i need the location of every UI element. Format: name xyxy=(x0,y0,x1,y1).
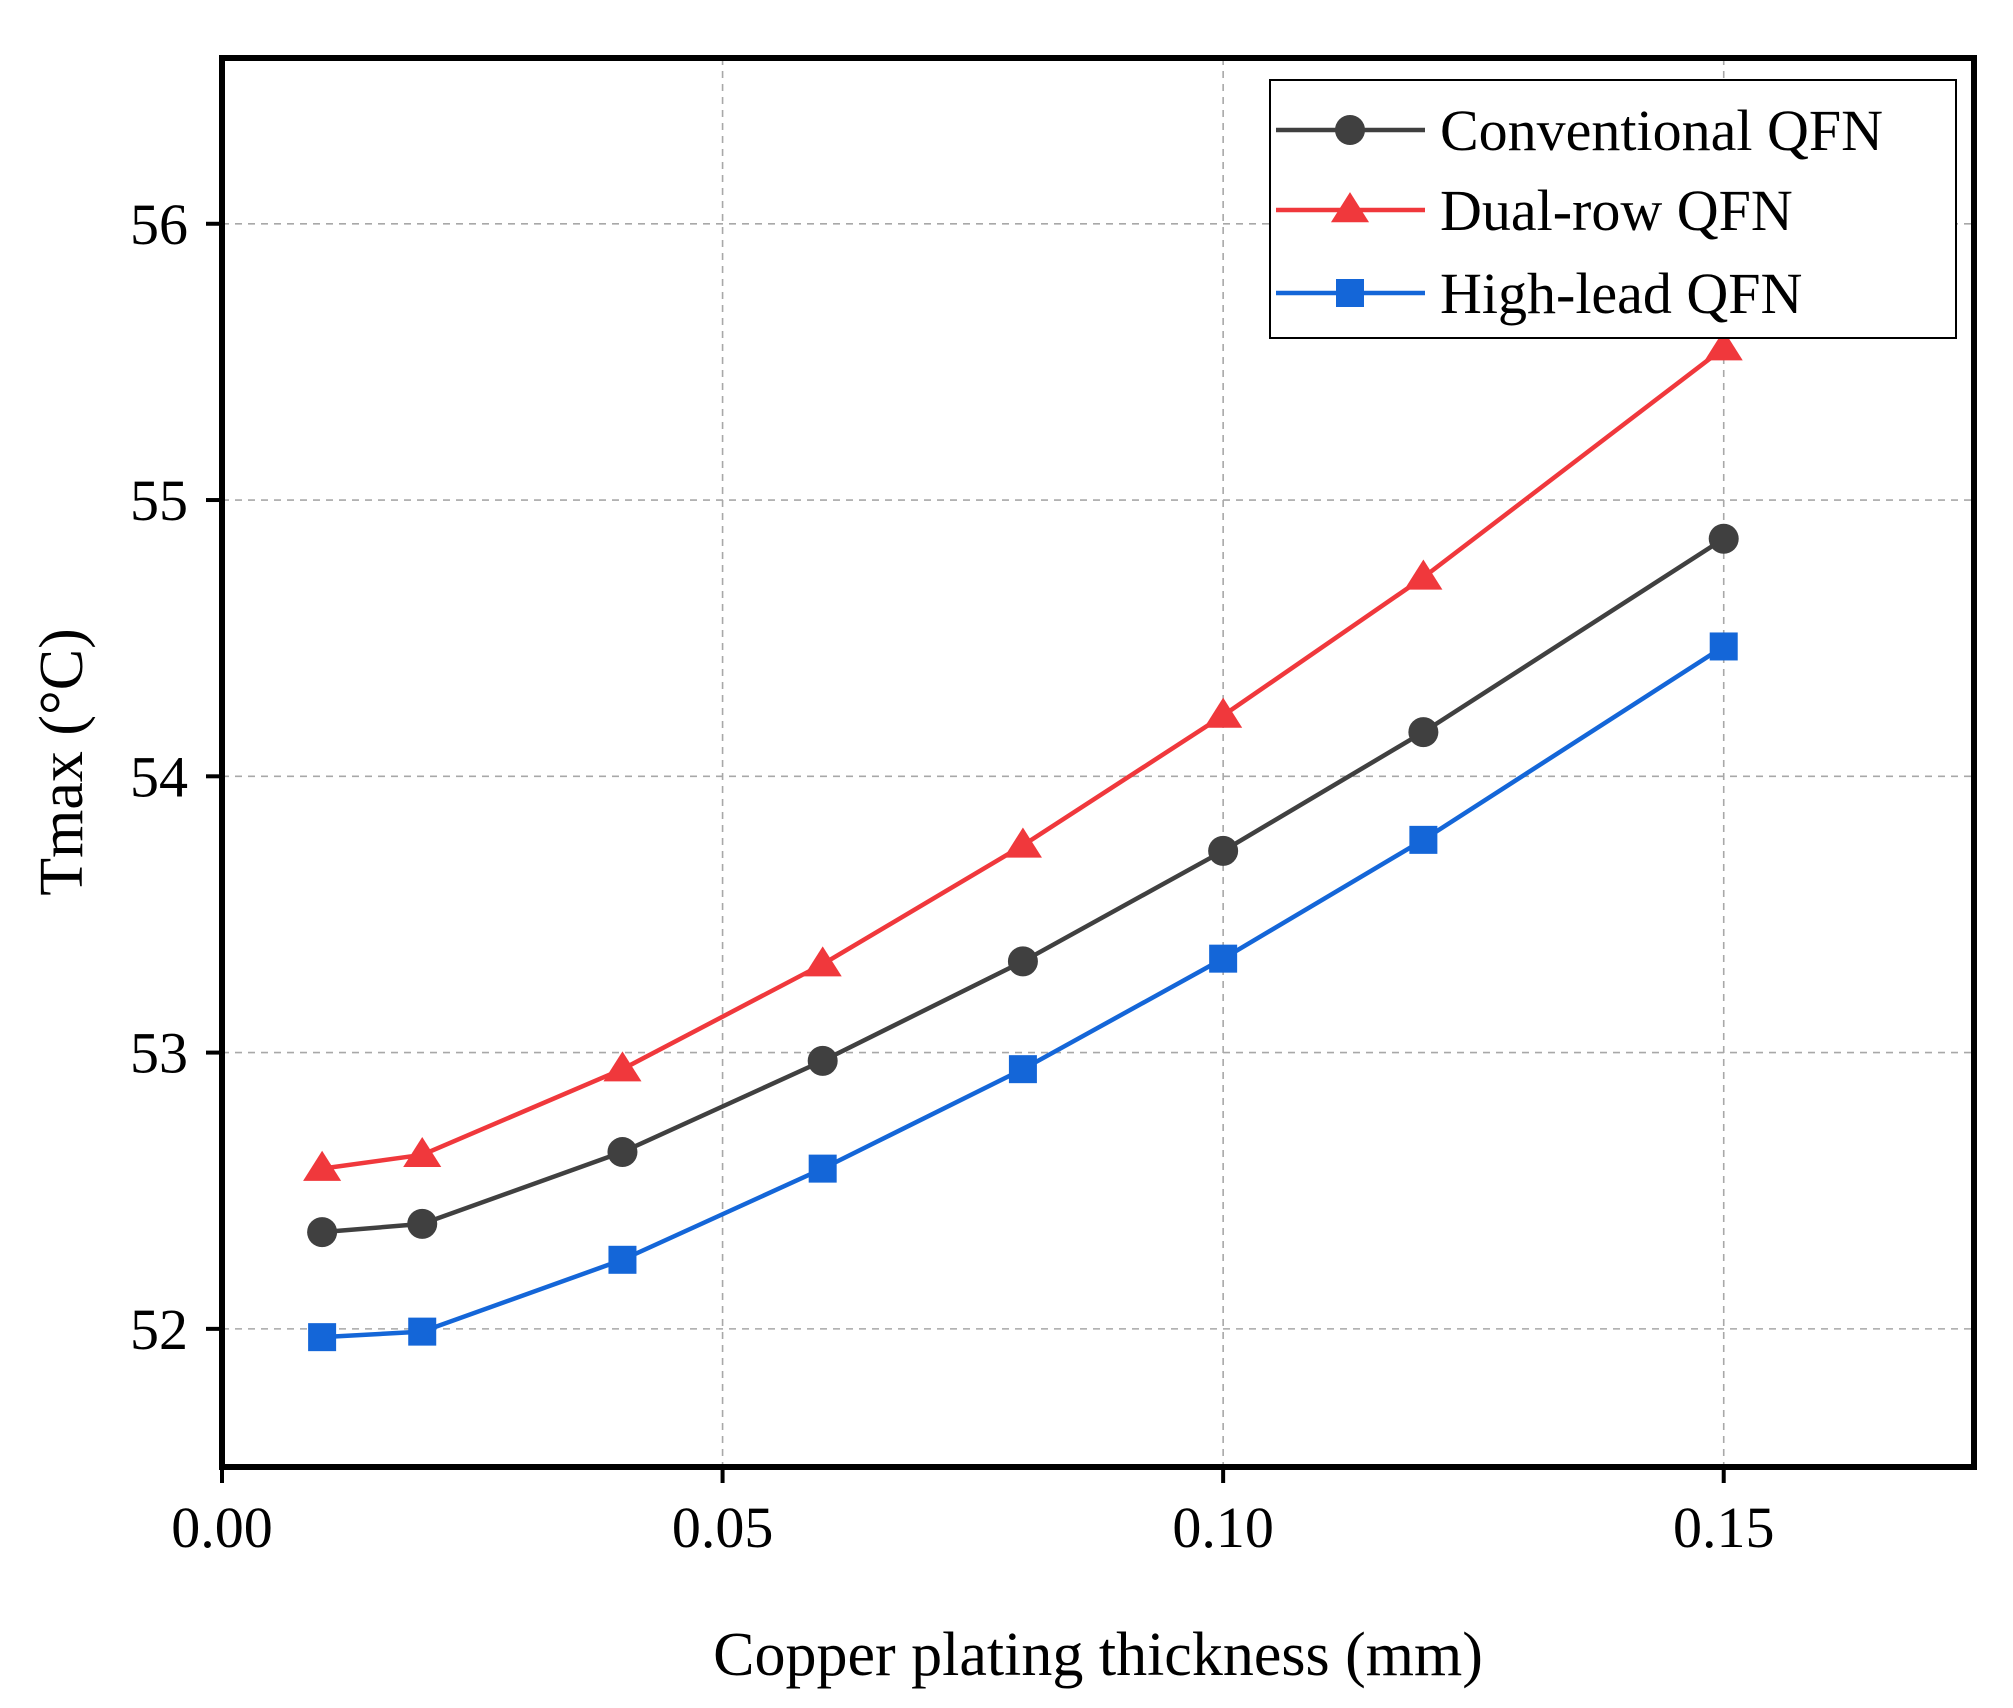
series-line-conventional-qfn xyxy=(321,536,1725,1235)
data-point-dual-row-qfn xyxy=(1204,697,1243,728)
data-point-dual-row-qfn xyxy=(803,946,842,977)
legend-label: Conventional QFN xyxy=(1440,98,1883,163)
legend-label: High-lead QFN xyxy=(1440,261,1802,326)
data-point-high-lead-qfn xyxy=(1409,825,1438,854)
series-layer xyxy=(303,330,1743,1352)
legend-item-dual-row-qfn: Dual-row QFN xyxy=(1276,178,1793,243)
series-high-lead-qfn xyxy=(308,632,1738,1352)
legend-marker xyxy=(1330,192,1370,223)
x-tick-label: 0.05 xyxy=(672,1495,774,1560)
y-tick-label: 52 xyxy=(130,1297,188,1362)
legend-item-high-lead-qfn: High-lead QFN xyxy=(1276,261,1802,326)
data-point-conventional-qfn xyxy=(807,1045,838,1076)
data-point-conventional-qfn xyxy=(407,1208,438,1239)
data-point-dual-row-qfn xyxy=(403,1136,442,1168)
data-point-dual-row-qfn xyxy=(303,1150,342,1181)
series-line-high-lead-qfn xyxy=(321,644,1725,1340)
plot-frame xyxy=(219,55,1977,1470)
data-point-high-lead-qfn xyxy=(1709,632,1738,661)
legend: Conventional QFN Dual-row QFN High-lead QF… xyxy=(1269,79,1957,339)
data-point-high-lead-qfn xyxy=(608,1245,637,1274)
legend-item-conventional-qfn: Conventional QFN xyxy=(1276,98,1883,163)
data-point-conventional-qfn xyxy=(307,1217,338,1248)
legend-label: Dual-row QFN xyxy=(1440,178,1793,243)
data-point-conventional-qfn xyxy=(607,1137,638,1168)
legend-items: Conventional QFN Dual-row QFN High-lead QF… xyxy=(1276,98,1883,326)
data-point-conventional-qfn xyxy=(1208,835,1239,866)
legend-marker xyxy=(1336,279,1364,307)
y-tick-label: 55 xyxy=(130,468,188,533)
data-point-high-lead-qfn xyxy=(1008,1055,1037,1084)
data-point-high-lead-qfn xyxy=(1209,944,1238,973)
y-tick-label: 53 xyxy=(130,1021,188,1086)
data-point-high-lead-qfn xyxy=(808,1154,837,1183)
series-dual-row-qfn xyxy=(303,330,1743,1181)
data-point-dual-row-qfn xyxy=(1003,827,1042,858)
y-tick-label: 56 xyxy=(130,192,188,257)
x-tick-label: 0.00 xyxy=(171,1495,273,1560)
x-tick-label: 0.10 xyxy=(1172,1495,1274,1560)
x-tick-label: 0.15 xyxy=(1673,1495,1775,1560)
y-tick-label: 54 xyxy=(130,744,188,809)
data-point-high-lead-qfn xyxy=(408,1317,437,1346)
series-conventional-qfn xyxy=(307,523,1739,1248)
y-axis-ticks: 52 53 54 55 56 xyxy=(130,192,222,1362)
data-point-dual-row-qfn xyxy=(1404,559,1443,590)
x-axis-title: Copper plating thickness (mm) xyxy=(713,1621,1483,1689)
data-point-high-lead-qfn xyxy=(308,1323,337,1352)
series-line-dual-row-qfn xyxy=(321,346,1726,1171)
data-point-conventional-qfn xyxy=(1007,946,1038,977)
data-point-conventional-qfn xyxy=(1408,717,1439,748)
data-point-dual-row-qfn xyxy=(603,1051,642,1082)
data-point-dual-row-qfn xyxy=(1704,330,1743,361)
x-axis-ticks: 0.00 0.05 0.10 0.15 xyxy=(171,1467,1774,1560)
data-point-conventional-qfn xyxy=(1708,523,1739,554)
y-axis-title: Tmax (°C) xyxy=(28,628,96,896)
legend-marker xyxy=(1335,115,1365,145)
